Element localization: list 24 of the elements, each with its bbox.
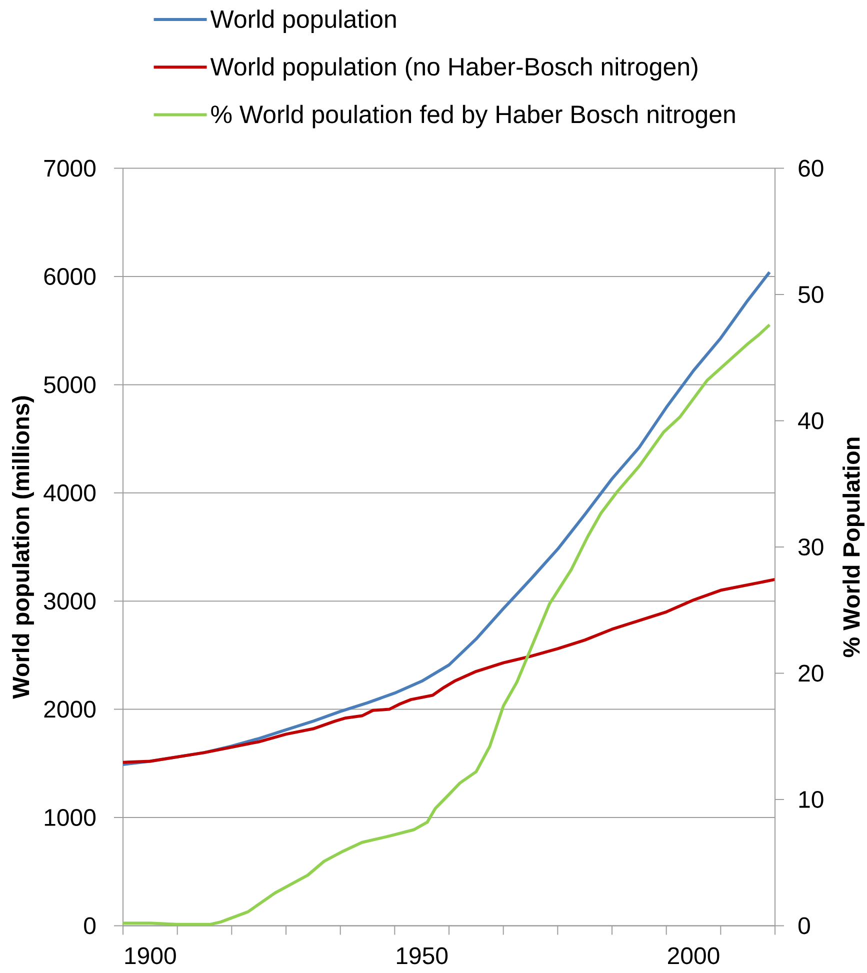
y-tick-label: 1000 (44, 809, 96, 826)
y-tick-label: 6000 (44, 268, 96, 285)
y-tick-label: 4000 (44, 484, 96, 502)
legend-label: World population (no Haber-Bosch nitrogen) (210, 57, 698, 81)
y-axis-title: World population (millions) (12, 396, 34, 699)
y2-tick-label: 60 (798, 160, 824, 177)
y2-tick-label: 30 (798, 538, 824, 556)
line-series (123, 323, 772, 926)
legend-label: % World poulation fed by Haber Bosch nitrogen (211, 104, 735, 128)
y2-tick-label: 10 (799, 790, 824, 808)
y2-tick-label: 50 (798, 286, 824, 304)
x-tick-label: 1900 (125, 947, 176, 964)
y-tick-label: 3000 (44, 592, 96, 610)
y2-tick-label: 20 (798, 664, 824, 682)
y2-axis-title: % World Population (842, 438, 864, 658)
y-tick-label: 7000 (44, 160, 96, 177)
legend-label: World population (210, 10, 396, 33)
y2-tick-label: 0 (798, 917, 810, 934)
y-tick-label: 5000 (44, 376, 96, 394)
y-tick-label: 2000 (44, 700, 96, 718)
y2-tick-label: 40 (798, 412, 824, 430)
x-tick-label: 2000 (668, 947, 720, 964)
y-tick-label: 0 (84, 917, 96, 934)
x-tick-label: 1950 (396, 947, 448, 964)
